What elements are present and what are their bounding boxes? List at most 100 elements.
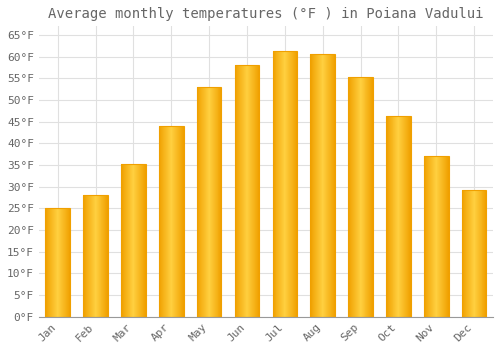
Bar (100, 195, 101, 317)
Bar (389, 117, 390, 317)
Bar (395, 117, 396, 317)
Bar (198, 88, 199, 317)
Bar (289, 51, 290, 317)
Bar (317, 54, 318, 317)
Bar (99, 195, 100, 317)
Bar (178, 126, 179, 317)
Bar (95, 195, 96, 317)
Bar (179, 126, 180, 317)
Bar (134, 164, 135, 317)
Bar (51, 208, 52, 317)
Bar (481, 190, 482, 317)
Bar (398, 117, 399, 317)
Bar (472, 190, 473, 317)
Bar (170, 126, 171, 317)
Bar (135, 164, 136, 317)
Bar (171, 126, 172, 317)
Bar (98, 195, 99, 317)
Bar (349, 77, 350, 317)
Bar (122, 164, 123, 317)
Bar (86, 195, 88, 317)
Bar (199, 88, 200, 317)
Bar (436, 156, 437, 317)
Bar (330, 54, 331, 317)
Bar (400, 117, 401, 317)
Bar (200, 88, 201, 317)
Bar (438, 156, 439, 317)
Bar (238, 65, 239, 317)
Bar (311, 54, 312, 317)
Bar (392, 117, 393, 317)
Bar (136, 164, 137, 317)
Bar (249, 65, 250, 317)
Bar (329, 54, 330, 317)
Bar (46, 208, 70, 317)
Bar (467, 190, 468, 317)
Bar (371, 77, 372, 317)
Bar (352, 77, 353, 317)
Bar (47, 208, 48, 317)
Bar (177, 126, 178, 317)
Bar (370, 77, 371, 317)
Bar (287, 51, 288, 317)
Bar (403, 117, 404, 317)
Bar (91, 195, 92, 317)
Bar (209, 88, 210, 317)
Bar (282, 51, 283, 317)
Bar (96, 195, 97, 317)
Bar (107, 195, 108, 317)
Bar (172, 126, 173, 317)
Bar (208, 88, 209, 317)
Bar (64, 208, 65, 317)
Bar (69, 208, 70, 317)
Bar (348, 77, 349, 317)
Bar (182, 126, 183, 317)
Bar (102, 195, 103, 317)
Bar (401, 117, 402, 317)
Bar (197, 88, 198, 317)
Bar (441, 156, 442, 317)
Bar (444, 156, 445, 317)
Bar (104, 195, 105, 317)
Bar (447, 156, 448, 317)
Bar (221, 88, 222, 317)
Bar (474, 190, 475, 317)
Bar (210, 88, 211, 317)
Bar (405, 117, 406, 317)
Bar (318, 54, 319, 317)
Bar (65, 208, 66, 317)
Bar (480, 190, 481, 317)
Bar (124, 164, 125, 317)
Bar (364, 77, 365, 317)
Bar (477, 190, 478, 317)
Bar (176, 126, 177, 317)
Bar (53, 208, 54, 317)
Bar (357, 77, 358, 317)
Bar (128, 164, 129, 317)
Bar (258, 65, 259, 317)
Bar (255, 65, 256, 317)
Bar (56, 208, 58, 317)
Bar (211, 88, 212, 317)
Bar (180, 126, 181, 317)
Bar (280, 51, 281, 317)
Bar (103, 195, 104, 317)
Bar (121, 164, 122, 317)
Bar (334, 54, 335, 317)
Bar (240, 65, 241, 317)
Bar (234, 65, 235, 317)
Bar (432, 156, 433, 317)
Bar (220, 88, 221, 317)
Bar (296, 51, 297, 317)
Bar (394, 117, 395, 317)
Bar (325, 54, 326, 317)
Bar (87, 195, 88, 317)
Bar (212, 88, 213, 317)
Bar (130, 164, 131, 317)
Bar (409, 117, 410, 317)
Bar (326, 54, 327, 317)
Bar (349, 77, 350, 317)
Bar (276, 51, 277, 317)
Bar (239, 65, 240, 317)
Bar (328, 54, 329, 317)
